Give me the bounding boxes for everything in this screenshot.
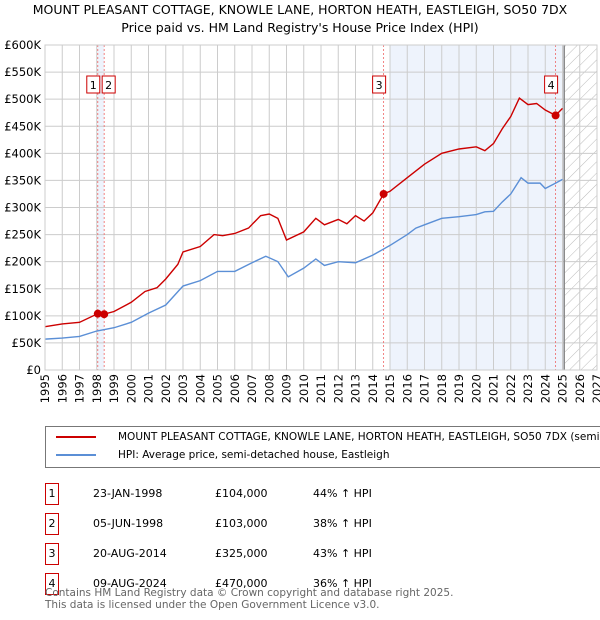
sale-number-badge: 1 <box>45 483 59 505</box>
plot-border <box>44 44 598 371</box>
x-tick-label: 2000 <box>124 374 138 403</box>
sale-point <box>551 111 560 120</box>
sale-point <box>379 189 388 198</box>
y-tick-label: £400K <box>4 146 41 160</box>
x-tick-label: 2006 <box>228 374 242 403</box>
sale-label: 4 <box>548 79 555 92</box>
y-tick-label: £600K <box>4 38 41 52</box>
sale-price: £103,000 <box>215 517 268 530</box>
sale-label-box <box>101 75 116 94</box>
sale-label: 2 <box>105 79 112 92</box>
x-tick-label: 1998 <box>90 374 104 403</box>
sale-number-badge: 3 <box>45 543 59 565</box>
sale-label-box <box>86 75 101 94</box>
x-tick-label: 1997 <box>73 374 87 403</box>
x-tick-label: 1995 <box>38 374 52 403</box>
footer-line-1: Contains HM Land Registry data © Crown c… <box>45 587 454 599</box>
x-tick-label: 2016 <box>400 374 414 403</box>
x-tick-label: 2015 <box>383 374 397 403</box>
sale-point <box>93 309 102 318</box>
legend-hpi-label: HPI: Average price, semi-detached house,… <box>118 449 390 461</box>
y-tick-label: £300K <box>4 201 41 215</box>
sale-price: £104,000 <box>215 487 268 500</box>
sale-date: 09-AUG-2024 <box>93 577 167 590</box>
sale-point <box>100 310 109 319</box>
sale-label: 1 <box>90 79 97 92</box>
x-tick-label: 2025 <box>556 374 570 403</box>
sale-hpi-diff: 44% ↑ HPI <box>313 487 372 500</box>
x-tick-label: 2002 <box>159 374 173 403</box>
sale-date: 05-JUN-1998 <box>93 517 164 530</box>
legend: MOUNT PLEASANT COTTAGE, KNOWLE LANE, HOR… <box>45 426 600 468</box>
y-tick-label: £100K <box>4 309 41 323</box>
x-tick-label: 2018 <box>435 374 449 403</box>
sale-number-badge: 2 <box>45 513 59 535</box>
y-tick-label: £0 <box>26 363 41 377</box>
y-tick-label: £250K <box>4 228 41 242</box>
legend-property-label: MOUNT PLEASANT COTTAGE, KNOWLE LANE, HOR… <box>118 431 600 443</box>
y-tick-label: £200K <box>4 255 41 269</box>
x-tick-label: 2024 <box>538 374 552 403</box>
sale-price: £325,000 <box>215 547 268 560</box>
y-tick-label: £150K <box>4 282 41 296</box>
x-tick-label: 2023 <box>521 374 535 403</box>
x-tick-label: 2013 <box>349 374 363 403</box>
sale-hpi-diff: 43% ↑ HPI <box>313 547 372 560</box>
x-tick-label: 2026 <box>573 374 587 403</box>
legend-blue-swatch <box>56 454 96 456</box>
y-tick-label: £550K <box>4 65 41 79</box>
sale-hpi-diff: 36% ↑ HPI <box>313 577 372 590</box>
x-tick-label: 2004 <box>193 374 207 403</box>
sale-label-box <box>544 75 559 94</box>
x-tick-label: 2017 <box>418 374 432 403</box>
x-tick-label: 2007 <box>245 374 259 403</box>
x-tick-label: 1996 <box>55 374 69 403</box>
x-tick-label: 2011 <box>314 374 328 403</box>
x-tick-label: 2022 <box>504 374 518 403</box>
x-tick-label: 2010 <box>297 374 311 403</box>
sale-date: 23-JAN-1998 <box>93 487 163 500</box>
x-tick-label: 2014 <box>366 374 380 403</box>
x-tick-label: 1999 <box>107 374 121 403</box>
footer-line-2: This data is licensed under the Open Gov… <box>45 598 380 611</box>
x-tick-label: 2012 <box>331 374 345 403</box>
sale-row: 2 05-JUN-1998 £103,000 38% ↑ HPI <box>45 513 445 535</box>
sale-label: 3 <box>376 79 383 92</box>
x-tick-label: 2020 <box>469 374 483 403</box>
chart-title: MOUNT PLEASANT COTTAGE, KNOWLE LANE, HOR… <box>32 2 568 17</box>
sale-date: 20-AUG-2014 <box>93 547 167 560</box>
legend-red-swatch <box>56 436 96 438</box>
x-tick-label: 2008 <box>262 374 276 403</box>
y-tick-label: £350K <box>4 173 41 187</box>
sale-price: £470,000 <box>215 577 268 590</box>
sale-hpi-diff: 38% ↑ HPI <box>313 517 372 530</box>
footer: Contains HM Land Registry data © Crown c… <box>45 587 454 611</box>
x-tick-label: 2005 <box>211 374 225 403</box>
x-tick-label: 2009 <box>280 374 294 403</box>
x-tick-label: 2001 <box>142 374 156 403</box>
x-tick-label: 2003 <box>176 374 190 403</box>
chart-plot: 1995 1996 1997 1998 1999 2000 2001 2002 2003 2004… <box>4 38 600 403</box>
y-tick-label: £50K <box>12 336 42 350</box>
x-tick-label: 2021 <box>487 374 501 403</box>
y-tick-label: £450K <box>4 119 41 133</box>
y-tick-label: £500K <box>4 92 41 106</box>
series-line <box>44 176 563 340</box>
sale-row: 3 20-AUG-2014 £325,000 43% ↑ HPI <box>45 543 445 565</box>
series-line <box>44 97 563 328</box>
sale-label-box <box>372 75 387 94</box>
sale-row: 1 23-JAN-1998 £104,000 44% ↑ HPI <box>45 483 445 505</box>
sale-row: 4 09-AUG-2024 £470,000 36% ↑ HPI <box>45 573 445 595</box>
x-tick-label: 2019 <box>452 374 466 403</box>
x-tick-label: 2027 <box>590 374 600 403</box>
chart-subtitle: Price paid vs. HM Land Registry's House … <box>121 20 479 35</box>
sale-number-badge: 4 <box>45 573 59 595</box>
